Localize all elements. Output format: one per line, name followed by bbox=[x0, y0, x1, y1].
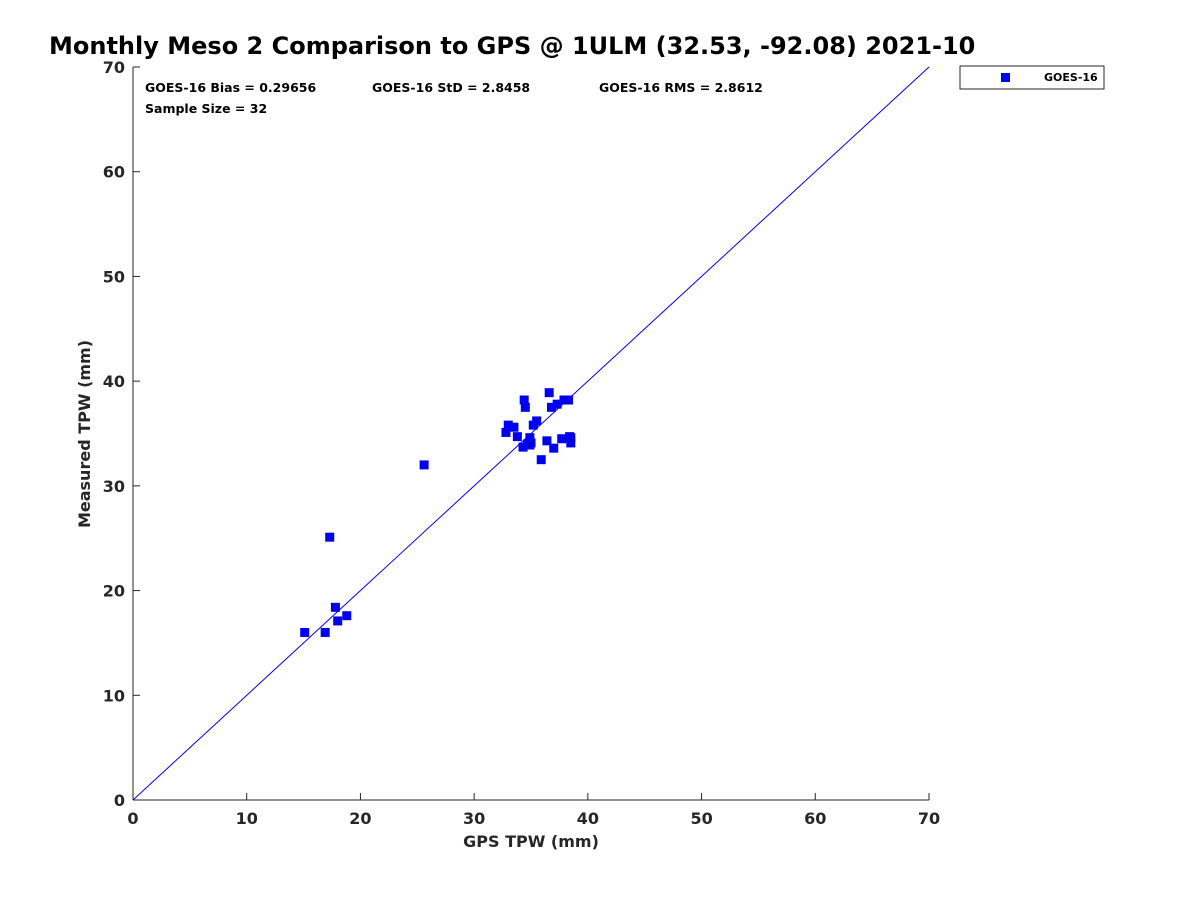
data-point bbox=[566, 433, 576, 443]
x-tick-label: 70 bbox=[918, 809, 940, 828]
data-point bbox=[325, 532, 335, 542]
x-axis-ticks: 0 10 20 30 40 50 60 70 bbox=[127, 793, 940, 828]
x-axis-label: GPS TPW (mm) bbox=[463, 832, 599, 851]
data-point bbox=[559, 395, 569, 405]
x-tick-label: 10 bbox=[236, 809, 258, 828]
y-tick-label: 0 bbox=[114, 791, 125, 810]
data-point bbox=[520, 402, 530, 412]
data-point bbox=[564, 395, 574, 405]
x-tick-label: 50 bbox=[690, 809, 712, 828]
y-tick-label: 10 bbox=[103, 686, 125, 705]
data-point bbox=[320, 627, 330, 637]
data-point bbox=[549, 443, 559, 453]
data-point bbox=[300, 627, 310, 637]
std-annotation: GOES-16 StD = 2.8458 bbox=[372, 80, 530, 95]
x-tick-label: 30 bbox=[463, 809, 485, 828]
x-tick-label: 0 bbox=[127, 809, 138, 828]
legend: GOES-16 bbox=[959, 65, 1105, 90]
data-point bbox=[532, 416, 542, 426]
data-point bbox=[512, 432, 522, 442]
data-point bbox=[342, 611, 352, 621]
legend-box bbox=[959, 65, 1105, 90]
x-tick-label: 60 bbox=[804, 809, 826, 828]
data-point bbox=[525, 433, 535, 443]
data-point bbox=[509, 422, 519, 432]
data-point bbox=[552, 399, 562, 409]
data-point bbox=[536, 455, 546, 465]
y-tick-label: 30 bbox=[103, 477, 125, 496]
data-point bbox=[544, 388, 554, 398]
y-tick-label: 20 bbox=[103, 582, 125, 601]
y-axis-ticks: 0 10 20 30 40 50 60 70 bbox=[103, 58, 140, 810]
data-point bbox=[566, 438, 576, 448]
y-tick-label: 70 bbox=[103, 58, 125, 77]
data-point bbox=[501, 427, 511, 437]
data-point bbox=[419, 460, 429, 470]
data-point bbox=[519, 395, 529, 405]
plot-area bbox=[132, 67, 929, 801]
data-point bbox=[542, 436, 552, 446]
x-tick-label: 40 bbox=[577, 809, 599, 828]
chart-title: Monthly Meso 2 Comparison to GPS @ 1ULM … bbox=[49, 32, 975, 60]
data-point bbox=[518, 442, 528, 452]
data-point bbox=[330, 602, 340, 612]
y-tick-label: 60 bbox=[103, 163, 125, 182]
legend-label: GOES-16 bbox=[1044, 71, 1098, 84]
y-axis-label: Measured TPW (mm) bbox=[75, 340, 94, 528]
y-tick-label: 50 bbox=[103, 267, 125, 286]
data-point bbox=[557, 434, 567, 444]
sample-size-annotation: Sample Size = 32 bbox=[145, 101, 267, 116]
rms-annotation: GOES-16 RMS = 2.8612 bbox=[599, 80, 763, 95]
data-point bbox=[503, 420, 513, 430]
bias-annotation: GOES-16 Bias = 0.29656 bbox=[145, 80, 316, 95]
data-point bbox=[333, 616, 343, 626]
legend-marker-square-icon bbox=[1001, 73, 1010, 82]
y-tick-label: 40 bbox=[103, 372, 125, 391]
scatter-series-goes16 bbox=[300, 388, 576, 637]
data-point bbox=[546, 402, 556, 412]
data-point bbox=[526, 438, 536, 448]
x-tick-label: 20 bbox=[349, 809, 371, 828]
